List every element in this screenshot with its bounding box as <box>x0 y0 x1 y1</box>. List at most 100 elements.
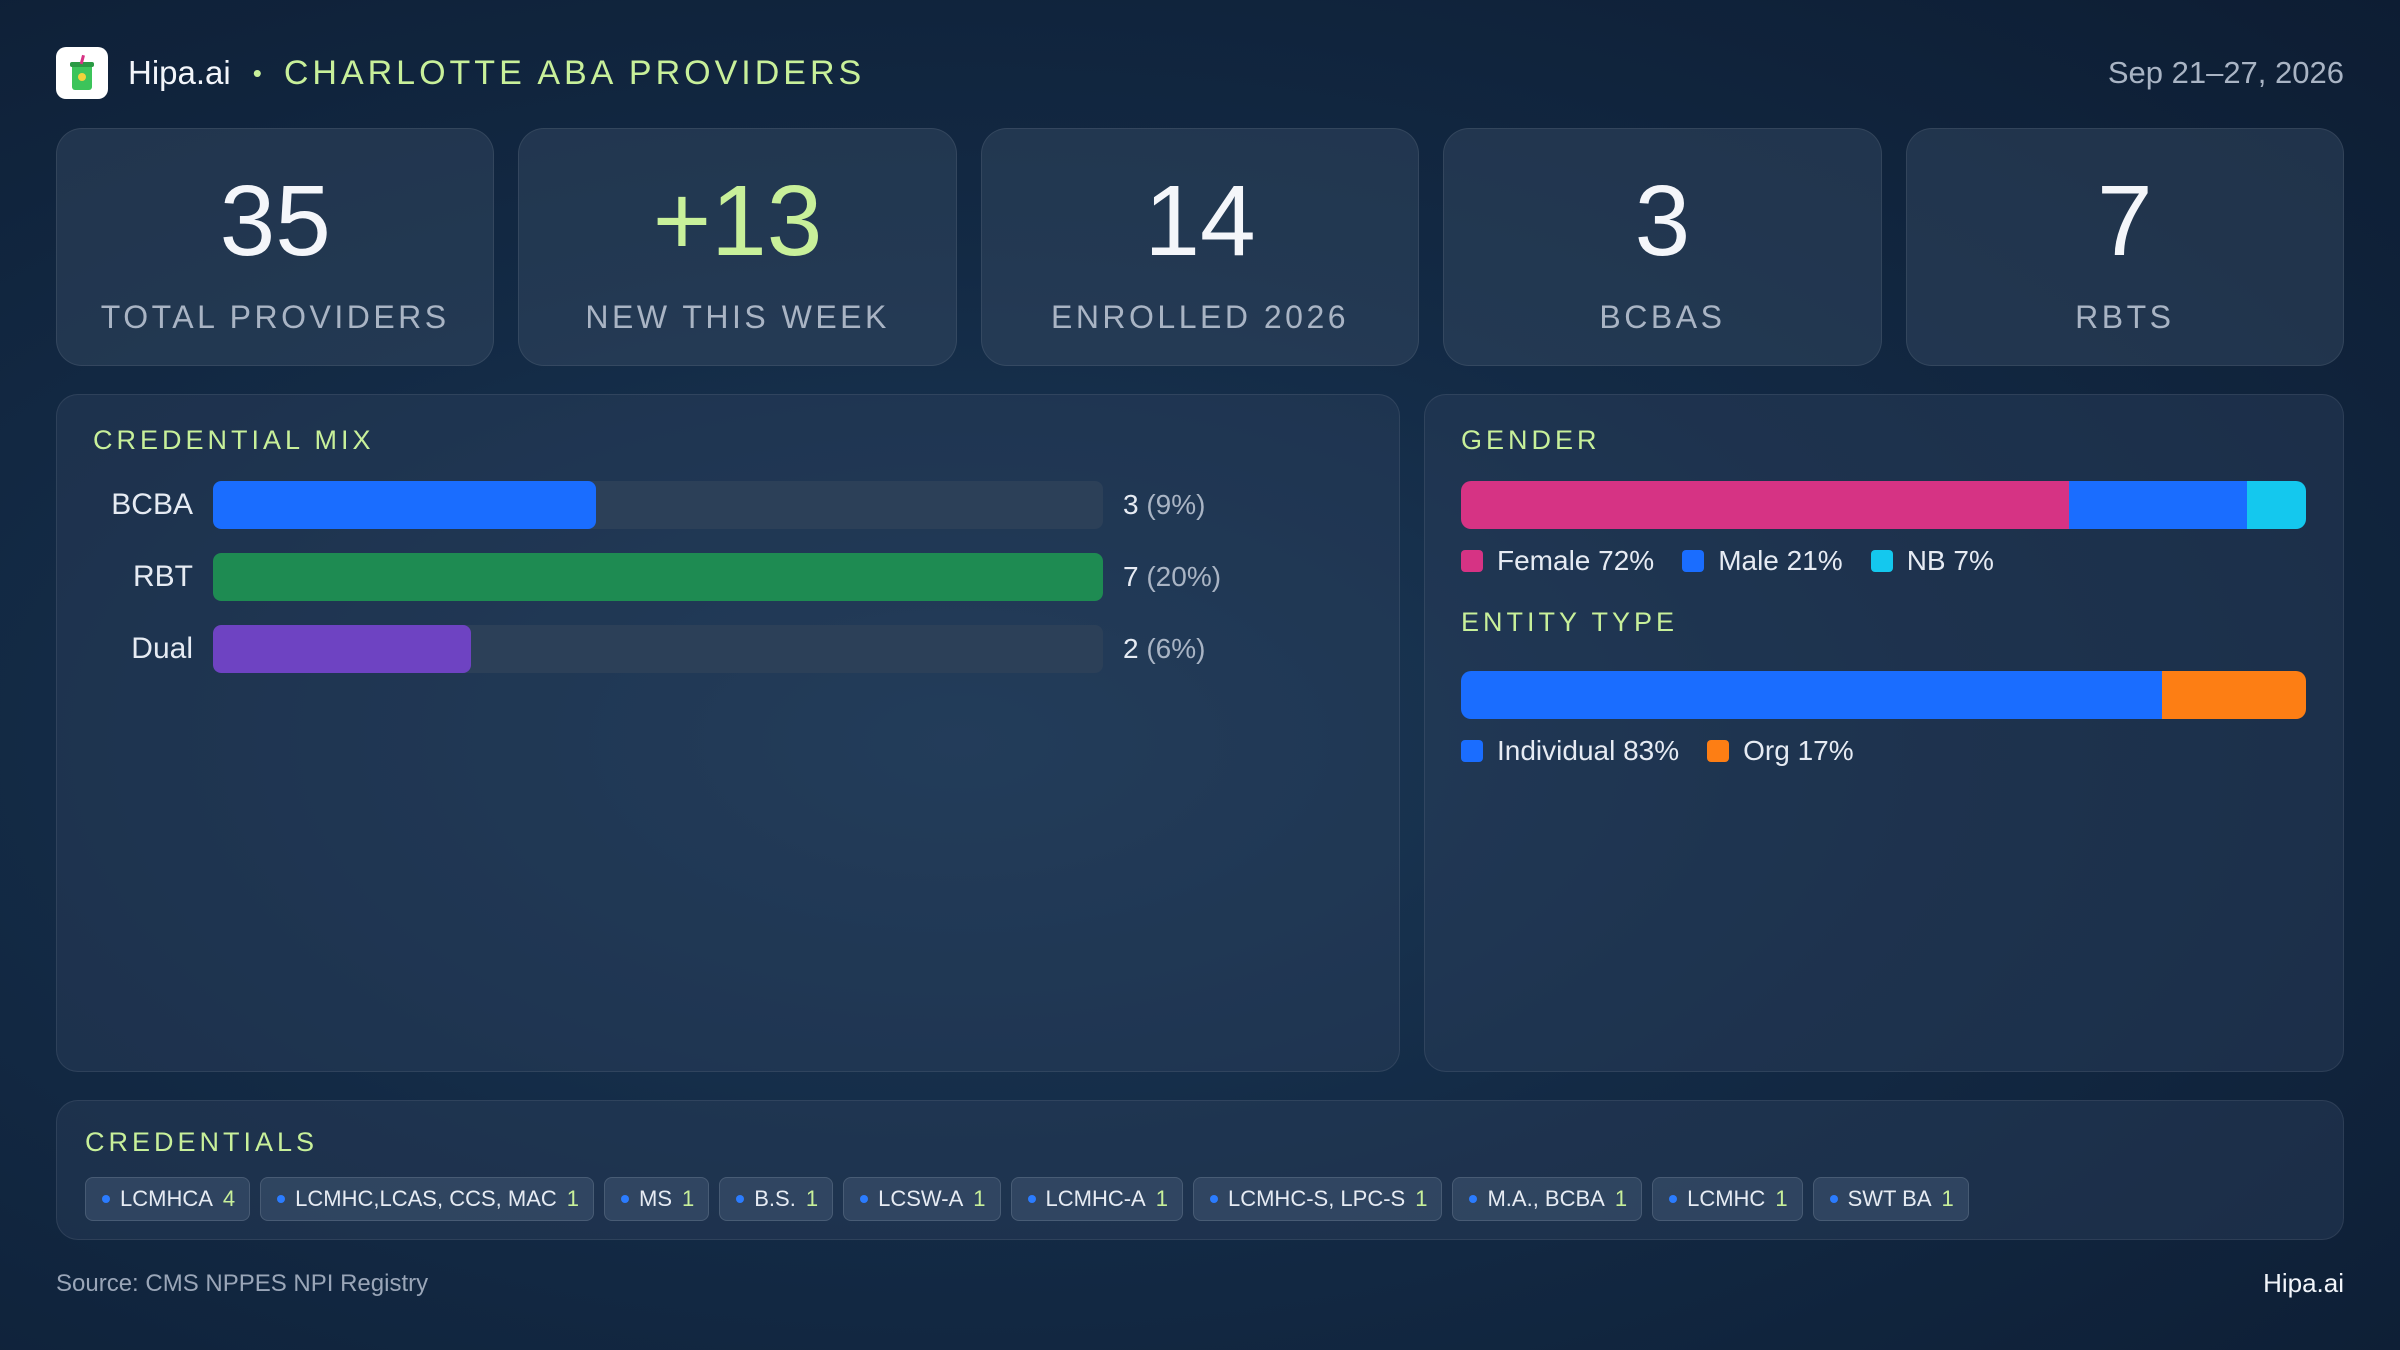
chip-label: LCMHC-S, LPC-S <box>1227 1186 1406 1211</box>
credential-percent: (6%) <box>1146 633 1206 664</box>
chip-count: 1 <box>1941 1186 1954 1211</box>
kpi-label: ENROLLED 2026 <box>1050 299 1350 335</box>
kpi-value: +13 <box>652 165 823 277</box>
chip-dot-icon <box>860 1195 869 1203</box>
title-separator: • <box>252 57 262 88</box>
credential-bar-fill <box>213 625 472 673</box>
entity-type-legend: Individual 83% Org 17% <box>1461 735 1882 767</box>
chip-dot-icon <box>736 1195 745 1203</box>
credential-chip-list: LCMHCA 4 LCMHC,LCAS, CCS, MAC 1 MS 1 B.S. 1 LCSW… <box>85 1177 1969 1221</box>
legend-swatch <box>1870 550 1893 572</box>
legend-swatch <box>1461 740 1483 762</box>
chip-dot-icon <box>102 1195 110 1203</box>
chip-label: LCMHC <box>1687 1186 1766 1211</box>
gender-segment <box>1461 481 2070 529</box>
kpi-value: 14 <box>1144 165 1256 277</box>
chip-label: SWT BA <box>1847 1186 1932 1211</box>
credential-row-value: 2 (6%) <box>1123 625 1205 673</box>
source-note: Source: CMS NPPES NPI Registry <box>56 1270 429 1297</box>
chip-count: 1 <box>682 1186 695 1211</box>
legend-label: Org 17% <box>1743 735 1854 766</box>
kpi-label: BCBAS <box>1599 299 1726 335</box>
brand-name: Hipa.ai <box>128 54 231 91</box>
kpi-card-new-this-week: +13 NEW THIS WEEK <box>518 128 957 366</box>
chip-dot-icon <box>1027 1195 1036 1203</box>
chip-count: 1 <box>973 1186 986 1211</box>
credential-percent: (20%) <box>1146 561 1222 592</box>
credential-chip: LCMHC-S, LPC-S 1 <box>1192 1177 1443 1221</box>
chip-count: 1 <box>1614 1186 1628 1211</box>
kpi-card-bcbas: 3 BCBAS <box>1443 128 1882 366</box>
kpi-label: RBTS <box>2075 299 2175 335</box>
credential-mix-panel: CREDENTIAL MIX BCBA 3 (9%) RBT 7 (20%) D… <box>56 394 1400 1072</box>
credential-bar-track <box>213 481 1103 529</box>
gender-bar <box>1461 481 2306 529</box>
cup-logo-icon <box>56 47 108 99</box>
chip-label: B.S. <box>754 1186 796 1211</box>
legend-item: Female 72% <box>1461 545 1654 577</box>
credentials-title: CREDENTIALS <box>85 1127 319 1157</box>
legend-item: Org 17% <box>1707 735 1854 767</box>
kpi-card-enrolled: 14 ENROLLED 2026 <box>980 128 1420 366</box>
legend-label: NB 7% <box>1906 545 1994 576</box>
credential-row-dual: Dual 2 (6%) <box>57 625 1401 673</box>
gender-title: GENDER <box>1461 425 1601 455</box>
credential-chip: LCMHC-A 1 <box>1010 1177 1183 1221</box>
kpi-card-total-providers: 35 TOTAL PROVIDERS <box>56 128 495 366</box>
credential-count: 7 <box>1123 561 1139 592</box>
legend-swatch <box>1682 550 1705 572</box>
credential-mix-title: CREDENTIAL MIX <box>93 425 375 455</box>
entity-type-segment <box>2162 671 2306 719</box>
credential-count: 2 <box>1123 633 1139 664</box>
credential-percent: (9%) <box>1146 489 1206 520</box>
legend-item: NB 7% <box>1870 545 1994 577</box>
chip-label: LCMHC-A <box>1045 1186 1146 1211</box>
chip-label: MS <box>639 1186 672 1211</box>
credentials-panel: CREDENTIALS LCMHCA 4 LCMHC,LCAS, CCS, MAC 1… <box>56 1100 2344 1240</box>
chip-label: LCSW-A <box>878 1186 964 1211</box>
credential-bar-track <box>213 553 1103 601</box>
credential-row-label: RBT <box>133 560 193 593</box>
gender-segment <box>2069 481 2247 529</box>
credential-row-value: 3 (9%) <box>1123 481 1205 529</box>
credential-bar-fill <box>213 481 596 529</box>
chip-label: LCMHCA <box>120 1186 213 1211</box>
credential-row-value: 7 (20%) <box>1123 553 1221 601</box>
kpi-value: 35 <box>219 165 331 277</box>
chip-dot-icon <box>1209 1195 1218 1203</box>
chip-count: 1 <box>566 1186 579 1211</box>
gender-segment <box>2246 481 2306 529</box>
credential-chip: LCMHC 1 <box>1652 1177 1803 1221</box>
kpi-row: 35 TOTAL PROVIDERS +13 NEW THIS WEEK 14 … <box>56 128 2345 366</box>
credential-row-bcba: BCBA 3 (9%) <box>57 481 1401 529</box>
chip-count: 1 <box>805 1186 819 1211</box>
entity-type-segment <box>1461 671 2163 719</box>
kpi-label: NEW THIS WEEK <box>585 299 890 335</box>
gender-legend: Female 72% Male 21% NB 7% <box>1461 545 2022 577</box>
credential-row-rbt: RBT 7 (20%) <box>57 553 1401 601</box>
chip-dot-icon <box>277 1195 286 1203</box>
credential-bar-track <box>213 625 1103 673</box>
chip-dot-icon <box>1829 1195 1838 1203</box>
credential-chip: MS 1 <box>604 1177 710 1221</box>
chip-dot-icon <box>1469 1195 1478 1203</box>
chip-dot-icon <box>1669 1195 1678 1203</box>
credential-row-label: BCBA <box>111 488 193 521</box>
credential-chip: B.S. 1 <box>719 1177 834 1221</box>
kpi-card-rbts: 7 RBTS <box>1905 128 2345 366</box>
chip-label: LCMHC,LCAS, CCS, MAC <box>295 1186 557 1211</box>
chip-count: 1 <box>1155 1186 1168 1211</box>
entity-type-bar <box>1461 671 2306 719</box>
demographics-panel: GENDER Female 72% Male 21% NB 7% ENTITY TY… <box>1424 394 2344 1072</box>
legend-item: Male 21% <box>1682 545 1843 577</box>
legend-label: Male 21% <box>1718 545 1843 576</box>
credential-row-label: Dual <box>131 632 193 665</box>
kpi-label: TOTAL PROVIDERS <box>100 299 450 335</box>
legend-swatch <box>1707 740 1730 762</box>
chip-count: 4 <box>222 1186 236 1211</box>
page-title: CHARLOTTE ABA PROVIDERS <box>283 53 866 92</box>
entity-type-title: ENTITY TYPE <box>1461 607 1679 637</box>
credential-chip: LCSW-A 1 <box>843 1177 1001 1221</box>
credential-chip: SWT BA 1 <box>1812 1177 1969 1221</box>
credential-count: 3 <box>1123 489 1139 520</box>
